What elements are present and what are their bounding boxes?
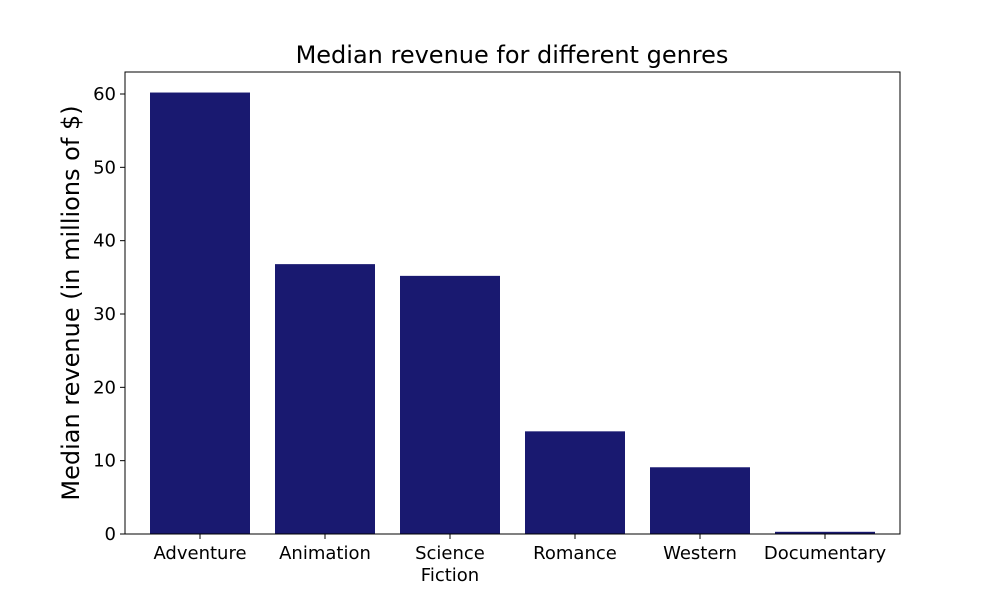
x-tick-label-romance: Romance [533,543,617,564]
y-tick-label: 0 [105,524,116,545]
x-tick-label-science-fiction: Science Fiction [415,543,485,586]
y-axis-label: Median revenue (in millions of $) [57,105,85,500]
x-tick-label-line: Animation [279,543,371,564]
bar-science-fiction [400,275,500,534]
bar-adventure [150,92,250,535]
y-tick-label: 50 [93,157,116,178]
y-tick-label: 40 [93,231,116,252]
y-tick-label: 10 [93,451,116,472]
bar-western [650,467,750,534]
bar-romance [525,431,625,534]
x-tick-label-animation: Animation [279,543,371,564]
x-tick-label-documentary: Documentary [764,543,887,564]
y-axis: 0 10 20 30 40 50 60 [93,84,125,545]
x-tick-label-adventure: Adventure [153,543,246,564]
x-tick-label-line: Documentary [764,543,887,564]
y-tick-label: 20 [93,377,116,398]
x-axis: Adventure Animation Science Fiction Romance W… [153,534,887,586]
x-tick-label-line: Romance [533,543,617,564]
bars-layer [150,92,875,535]
bar-animation [275,264,375,534]
y-tick-label: 60 [93,84,116,105]
chart-title: Median revenue for different genres [296,41,729,69]
x-tick-label-line: Adventure [153,543,246,564]
x-tick-label-western: Western [663,543,737,564]
x-tick-label-line: Fiction [421,565,479,586]
x-tick-label-line: Western [663,543,737,564]
y-tick-label: 30 [93,304,116,325]
plot-area-frame [124,71,901,535]
x-tick-label-line: Science [415,543,485,564]
bar-documentary [775,531,875,534]
